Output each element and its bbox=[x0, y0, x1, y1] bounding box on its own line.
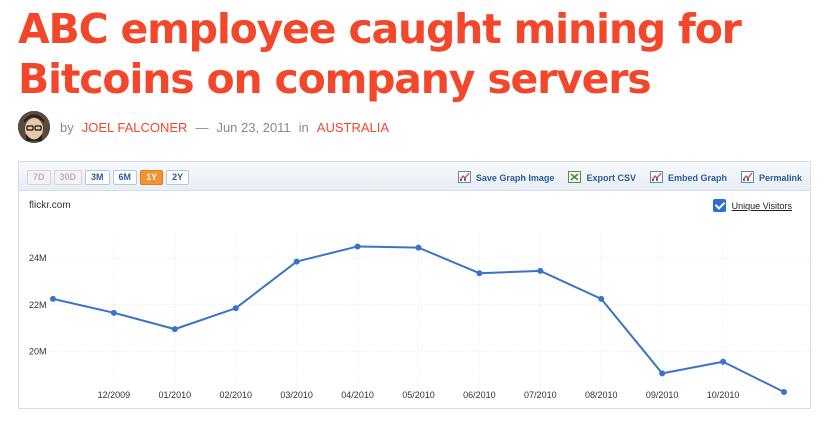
graph-tools: Save Graph Image Export CSV Embed Graph Per… bbox=[457, 171, 802, 185]
x-tick-label: 05/2010 bbox=[402, 390, 435, 400]
data-point[interactable] bbox=[232, 305, 239, 312]
data-point[interactable] bbox=[720, 358, 727, 365]
x-tick-label: 08/2010 bbox=[585, 390, 618, 400]
publish-date: Jun 23, 2011 bbox=[216, 119, 291, 135]
y-tick-label: 20M bbox=[29, 346, 47, 356]
x-tick-label: 04/2010 bbox=[341, 390, 374, 400]
range-button-30d: 30D bbox=[53, 170, 83, 185]
x-tick-label: 07/2010 bbox=[524, 390, 557, 400]
data-point[interactable] bbox=[781, 389, 787, 395]
range-button-3m[interactable]: 3M bbox=[85, 170, 110, 185]
range-button-7d: 7D bbox=[27, 170, 51, 185]
byline-by: by bbox=[60, 119, 74, 135]
byline-separator: — bbox=[195, 119, 209, 135]
data-point[interactable] bbox=[415, 244, 422, 251]
article-title: ABC employee caught mining for Bitcoins … bbox=[18, 5, 742, 103]
data-point[interactable] bbox=[598, 295, 605, 302]
permalink-link[interactable]: Permalink bbox=[740, 171, 802, 185]
data-point[interactable] bbox=[50, 295, 56, 302]
category-link[interactable]: AUSTRALIA bbox=[316, 119, 390, 135]
range-button-2y[interactable]: 2Y bbox=[166, 170, 190, 185]
byline-in: in bbox=[298, 119, 309, 135]
byline: by JOEL FALCONER — Jun 23, 2011 in AUSTR… bbox=[18, 110, 389, 144]
data-point[interactable] bbox=[171, 326, 178, 333]
tool-label: Embed Graph bbox=[667, 173, 727, 183]
author-avatar[interactable] bbox=[18, 111, 50, 143]
data-point[interactable] bbox=[476, 270, 483, 277]
embed-graph-link[interactable]: Embed Graph bbox=[649, 171, 727, 185]
graph-toolbar: 7D 30D 3M 6M 1Y 2Y Save Graph Image Export CSV… bbox=[19, 162, 810, 191]
chart-image-icon bbox=[457, 171, 476, 185]
traffic-line-chart: 20M 22M 24M 12/2009 01/2010 02/2010 03/2010 04/… bbox=[29, 232, 812, 400]
traffic-graph-widget: 20M 22M 24M 12/2009 01/2010 02/2010 03/2010 04/… bbox=[18, 161, 812, 409]
author-link[interactable]: JOEL FALCONER bbox=[81, 119, 188, 135]
data-point[interactable] bbox=[354, 243, 361, 250]
spreadsheet-icon bbox=[568, 171, 586, 185]
y-tick-label: 22M bbox=[29, 300, 47, 310]
x-tick-label: 09/2010 bbox=[646, 390, 679, 400]
tool-label: Export CSV bbox=[586, 173, 636, 183]
x-tick-label: 01/2010 bbox=[159, 390, 192, 400]
tool-label: Save Graph Image bbox=[475, 173, 555, 183]
x-tick-label: 10/2010 bbox=[707, 390, 740, 400]
y-tick-label: 24M bbox=[29, 253, 47, 263]
data-point[interactable] bbox=[110, 309, 117, 316]
tool-label: Permalink bbox=[758, 173, 802, 183]
legend[interactable]: Unique Visitors bbox=[712, 199, 792, 212]
x-tick-label: 03/2010 bbox=[280, 390, 313, 400]
x-tick-label: 02/2010 bbox=[219, 390, 252, 400]
data-point[interactable] bbox=[537, 267, 544, 274]
legend-label[interactable]: Unique Visitors bbox=[731, 200, 792, 211]
time-range-buttons: 7D 30D 3M 6M 1Y 2Y bbox=[27, 170, 190, 185]
data-point[interactable] bbox=[659, 370, 666, 377]
data-point[interactable] bbox=[293, 258, 300, 265]
range-button-1y[interactable]: 1Y bbox=[140, 170, 164, 185]
link-chart-icon bbox=[740, 171, 759, 185]
save-graph-image-link[interactable]: Save Graph Image bbox=[457, 171, 555, 185]
range-button-6m[interactable]: 6M bbox=[112, 170, 138, 185]
x-tick-label: 06/2010 bbox=[463, 390, 496, 400]
unique-visitors-checkbox[interactable] bbox=[712, 199, 726, 212]
site-label: flickr.com bbox=[29, 200, 71, 211]
export-csv-link[interactable]: Export CSV bbox=[568, 171, 636, 185]
embed-chart-icon bbox=[649, 171, 668, 185]
x-tick-label: 12/2009 bbox=[98, 390, 131, 400]
